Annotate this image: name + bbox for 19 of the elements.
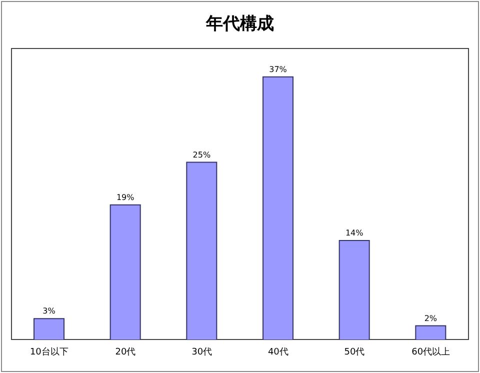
bar: [338, 240, 370, 340]
x-tick-label: 10台以下: [30, 346, 68, 358]
data-label: 3%: [42, 306, 56, 316]
bar: [415, 325, 446, 340]
bar: [34, 318, 64, 340]
x-tick-label: 40代: [268, 346, 288, 358]
data-label: 19%: [116, 192, 135, 202]
data-label: 25%: [192, 150, 211, 160]
x-tick-label: 30代: [192, 346, 212, 358]
chart-title: 年代構成: [204, 13, 275, 35]
bar: [110, 204, 141, 340]
x-tick-label: 50代: [344, 346, 365, 358]
bar: [262, 76, 294, 340]
x-tick-label: 20代: [115, 346, 136, 358]
x-tick-label: 60代以上: [412, 346, 450, 358]
data-label: 37%: [269, 64, 288, 74]
bar: [186, 162, 218, 340]
data-label: 2%: [424, 314, 438, 323]
data-label: 14%: [345, 228, 364, 238]
